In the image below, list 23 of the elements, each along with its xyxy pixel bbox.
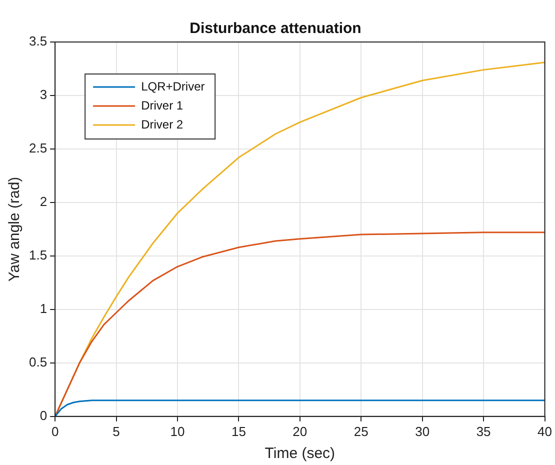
chart-title: Disturbance attenuation [190, 20, 362, 38]
x-tick-label: 20 [292, 424, 308, 439]
x-tick-label: 0 [51, 424, 59, 439]
y-tick-label: 1 [40, 301, 48, 316]
x-axis-title: Time (sec) [264, 445, 336, 462]
x-tick-label: 25 [354, 424, 368, 439]
legend-label: Driver 2 [141, 117, 184, 132]
y-tick-label: 2.5 [28, 140, 48, 156]
legend-label: Driver 1 [141, 98, 184, 112]
x-tick-label: 40 [538, 424, 552, 439]
y-tick-label: 0 [40, 408, 48, 423]
x-tick-label: 15 [231, 424, 246, 439]
y-tick-label: 3 [40, 87, 48, 102]
y-axis-title: Yaw angle (rad) [6, 176, 24, 282]
y-tick-label: 2 [40, 194, 48, 210]
x-tick-label: 30 [415, 424, 430, 439]
legend-label: LQR+Driver [141, 79, 205, 94]
y-tick-label: 1.5 [28, 248, 48, 263]
x-tick-label: 5 [112, 424, 120, 439]
y-tick-label: 3.5 [28, 34, 48, 49]
y-tick-label: 0.5 [28, 354, 48, 370]
x-tick-label: 35 [476, 424, 491, 439]
x-tick-label: 10 [170, 424, 185, 439]
